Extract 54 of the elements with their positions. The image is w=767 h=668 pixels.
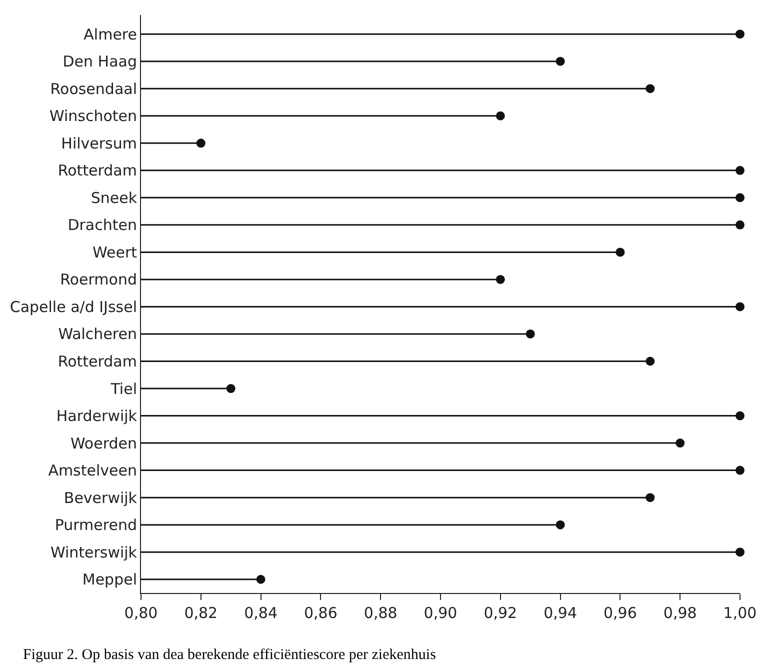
point <box>736 411 744 420</box>
y-tick-label: Drachten <box>68 216 137 234</box>
x-tick-label: 0,80 <box>124 604 158 622</box>
y-tick-label: Tiel <box>110 380 137 398</box>
x-tick-label: 0,98 <box>663 604 697 622</box>
x-tick-label: 0,90 <box>424 604 458 622</box>
point <box>646 493 655 502</box>
y-tick-label: Capelle a/d IJssel <box>10 298 137 316</box>
y-tick-label: Den Haag <box>62 52 137 71</box>
x-tick-label: 1,00 <box>723 604 757 622</box>
x-tick-label: 0,96 <box>603 604 637 622</box>
point <box>646 356 655 366</box>
x-tick-label: 0,86 <box>304 604 338 622</box>
y-tick-label: Amstelveen <box>48 462 137 480</box>
point <box>736 302 744 312</box>
point <box>736 166 744 175</box>
point <box>616 248 625 257</box>
y-tick-label: Almere <box>84 25 137 44</box>
point <box>256 574 266 584</box>
y-tick-label: Sneek <box>90 188 138 207</box>
y-tick-label: Meppel <box>82 570 137 589</box>
point <box>736 220 744 230</box>
point <box>736 30 744 39</box>
point <box>736 193 744 202</box>
point <box>496 274 505 284</box>
y-tick-label: Weert <box>92 243 138 262</box>
y-tick-label: Rotterdam <box>58 162 137 180</box>
point <box>736 548 744 557</box>
y-tick-label: Roosendaal <box>50 80 137 98</box>
y-tick-label: Walcheren <box>58 325 137 344</box>
text: Figuur 2. Op basis van dea berekende efficiëntiescore per ziekenhuis <box>23 647 436 663</box>
point <box>556 56 565 66</box>
y-tick-label: Winterswijk <box>50 543 138 562</box>
y-tick-label: Beverwijk <box>64 488 138 507</box>
point <box>736 466 744 475</box>
x-tick-label: 0,92 <box>484 604 518 622</box>
x-tick-label: 0,94 <box>544 604 578 622</box>
point <box>496 111 505 120</box>
y-tick-label: Winschoten <box>49 107 137 126</box>
x-tick-label: 0,88 <box>364 604 398 622</box>
y-tick-label: Rotterdam <box>58 352 137 370</box>
y-tick-label: Purmerend <box>54 516 137 534</box>
y-tick-label: Harderwijk <box>56 407 138 426</box>
y-tick-label: Woerden <box>70 434 137 452</box>
y-tick-label: Hilversum <box>61 134 137 152</box>
x-tick-label: 0,82 <box>184 604 218 622</box>
point <box>526 329 535 338</box>
point <box>556 520 565 530</box>
y-tick-label: Roermond <box>60 270 137 289</box>
point <box>226 384 236 394</box>
point <box>676 438 685 448</box>
x-tick-label: 0,84 <box>244 604 278 622</box>
point <box>196 138 206 148</box>
point <box>646 84 655 94</box>
